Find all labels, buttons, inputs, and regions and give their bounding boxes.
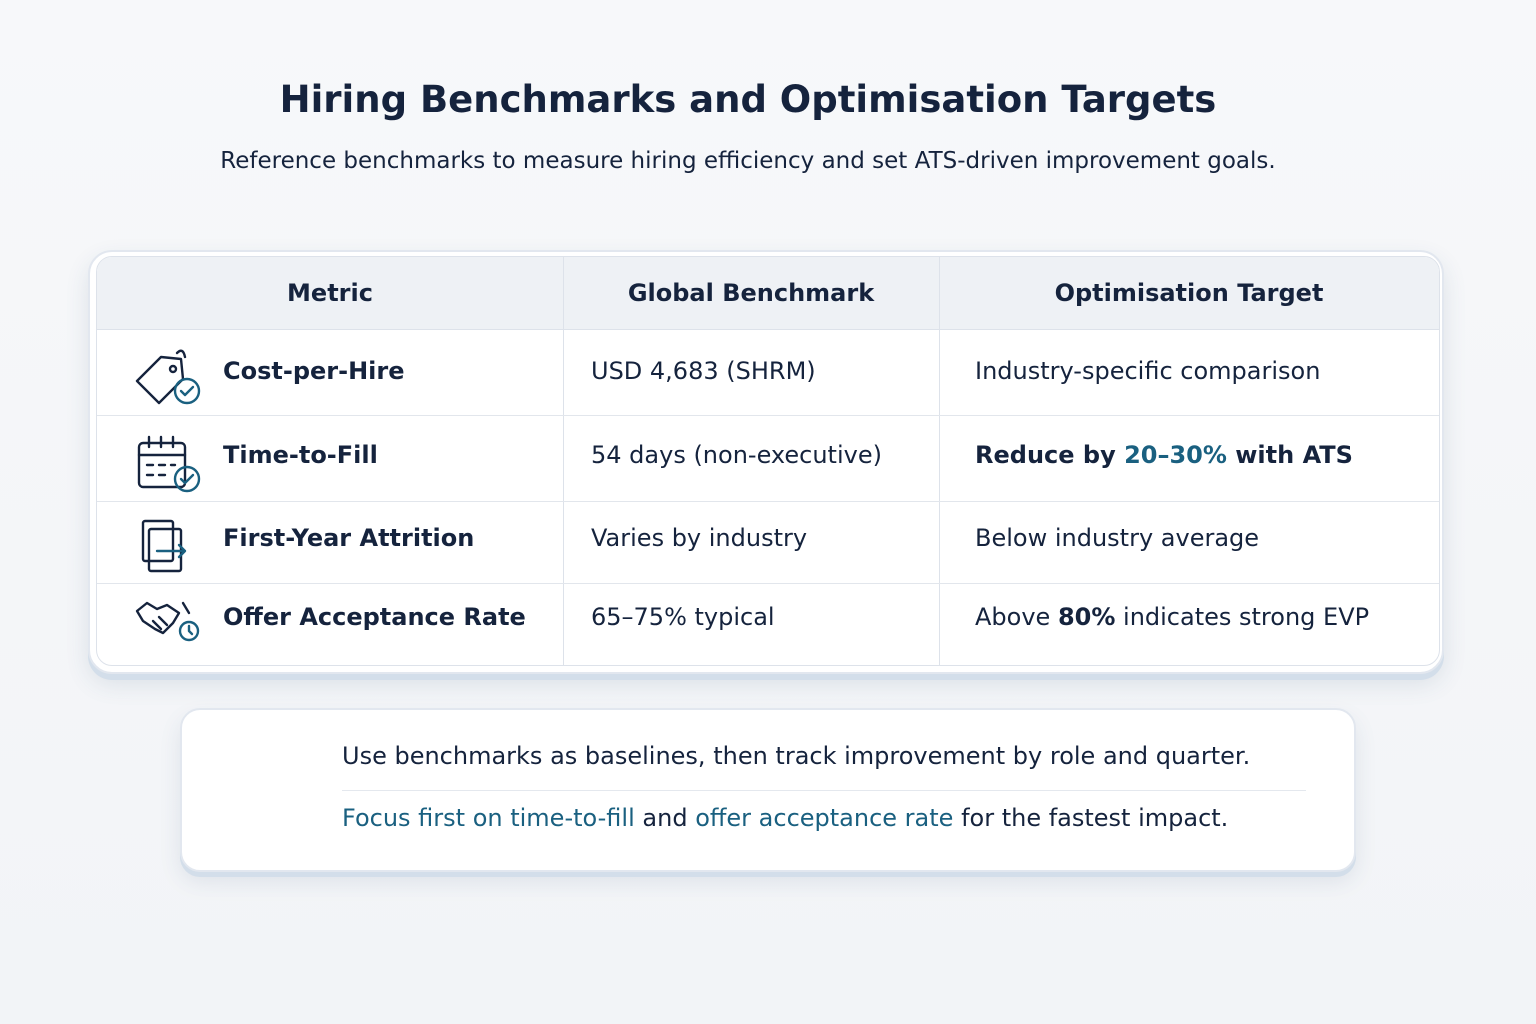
metric-name: Offer Acceptance Rate: [223, 603, 526, 631]
divider: [939, 257, 940, 665]
target-text: Industry-specific comparison: [975, 357, 1321, 385]
target: Industry-specific comparison: [975, 357, 1320, 385]
target-text: Above: [975, 603, 1058, 631]
metric-name: Time-to-Fill: [223, 441, 378, 469]
benchmark: 54 days (non-executive): [591, 441, 882, 469]
target-text: Reduce by: [975, 441, 1125, 469]
note-line: Use benchmarks as baselines, then track …: [342, 742, 1251, 770]
column-header: Optimisation Target: [1054, 279, 1324, 307]
target: Reduce by 20–30% with ATS: [975, 441, 1353, 469]
metric-name: First-Year Attrition: [223, 524, 475, 552]
handshake-icon: [135, 601, 200, 642]
divider: [563, 257, 564, 665]
note-text: for the fastest impact.: [953, 804, 1229, 832]
note-highlight: offer acceptance rate: [695, 804, 954, 832]
metric-name: Cost-per-Hire: [223, 357, 405, 385]
calendar-icon: [137, 435, 201, 493]
divider: [97, 501, 1439, 502]
note-text: and: [634, 804, 696, 832]
target-highlight: 80%: [1057, 603, 1116, 631]
column-header: Global Benchmark: [627, 279, 875, 307]
target-text: Below industry average: [975, 524, 1260, 552]
divider: [97, 583, 1439, 584]
divider: [342, 790, 1306, 791]
exit-icon: [141, 519, 187, 573]
target: Below industry average: [975, 524, 1259, 552]
target-text: with ATS: [1226, 441, 1353, 469]
benchmark: USD 4,683 (SHRM): [591, 357, 816, 385]
target-highlight: 20–30%: [1124, 441, 1227, 469]
table: Metric Global Benchmark Optimisation Tar…: [96, 256, 1440, 666]
header-row: [97, 257, 1439, 330]
target: Above 80% indicates strong EVP: [975, 603, 1369, 631]
note-line: Focus first on time-to-fill and offer ac…: [342, 804, 1228, 832]
note-card: Use benchmarks as baselines, then track …: [180, 708, 1356, 872]
benchmark: Varies by industry: [591, 524, 808, 552]
column-header: Metric: [287, 279, 373, 307]
target-text: indicates strong EVP: [1115, 603, 1370, 631]
note-highlight: Focus first on time-to-fill: [342, 804, 635, 832]
title: Hiring Benchmarks and Optimisation Targe…: [279, 78, 1217, 121]
divider: [97, 415, 1439, 416]
tag-icon: [135, 349, 201, 405]
benchmark: 65–75% typical: [591, 603, 775, 631]
subtitle: Reference benchmarks to measure hiring e…: [220, 148, 1276, 174]
